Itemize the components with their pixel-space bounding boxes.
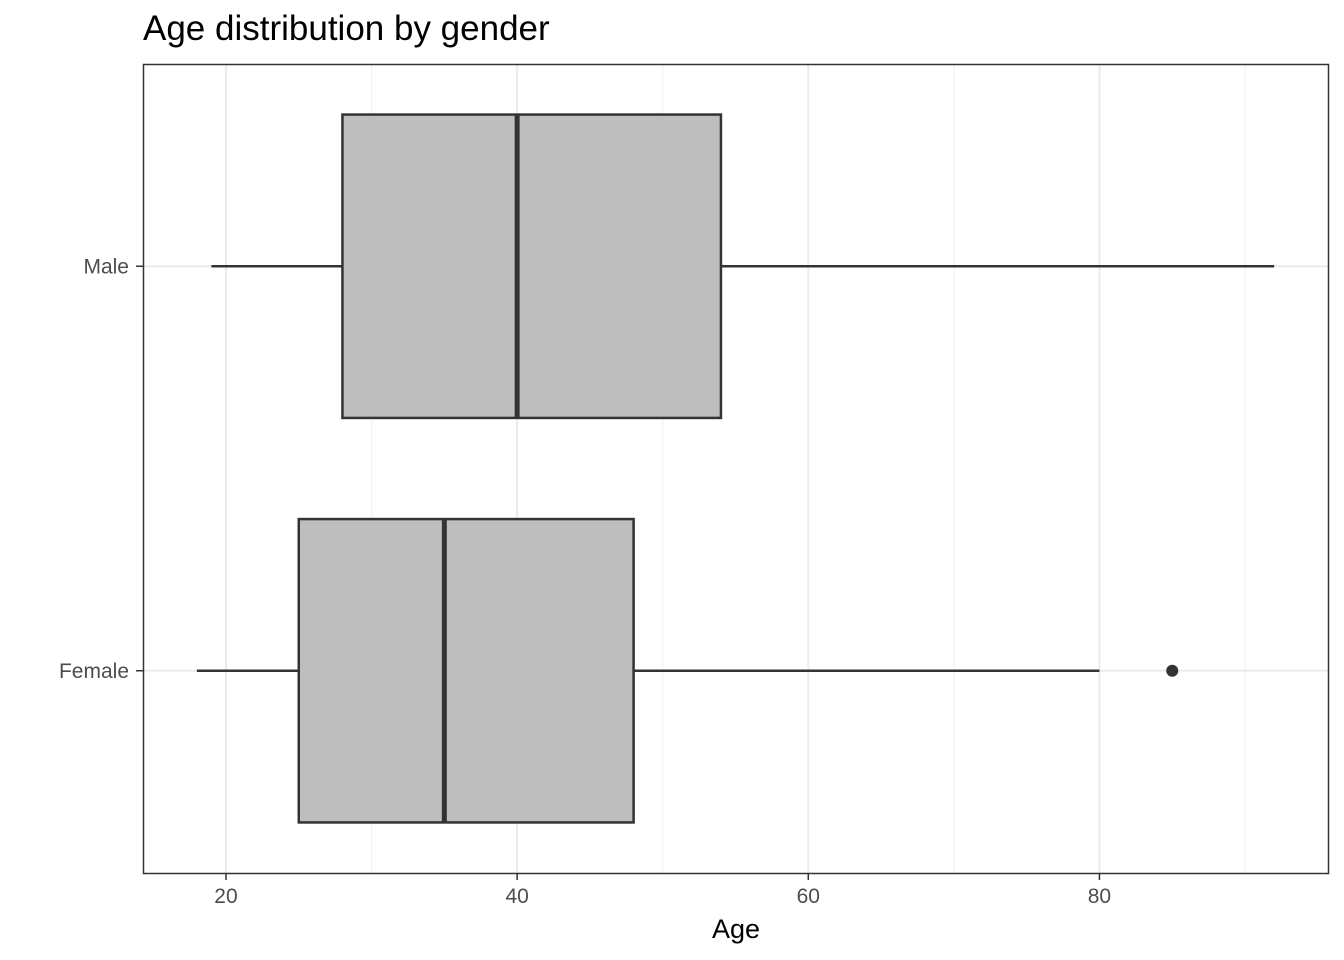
box-male xyxy=(341,113,723,420)
chart-title: Age distribution by gender xyxy=(143,9,550,48)
x-tick-label: 40 xyxy=(505,885,528,908)
x-tick-label: 60 xyxy=(797,885,820,908)
y-tick-label-male: Male xyxy=(83,255,129,278)
outlier-point-female xyxy=(1166,664,1179,677)
panel-border xyxy=(142,63,1330,875)
axes: 20 40 60 80 Female Male xyxy=(59,255,1111,908)
x-tick-label: 80 xyxy=(1088,885,1111,908)
box-female xyxy=(297,517,635,824)
x-axis-title: Age xyxy=(712,914,760,944)
x-tick-label: 20 xyxy=(214,885,237,908)
boxes xyxy=(196,113,1275,824)
y-tick-label-female: Female xyxy=(59,660,129,683)
